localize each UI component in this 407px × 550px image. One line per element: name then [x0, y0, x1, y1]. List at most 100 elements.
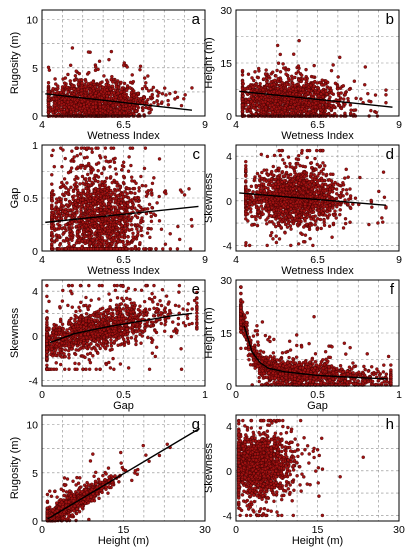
- data-point: [369, 108, 373, 113]
- data-point: [139, 218, 143, 223]
- data-point: [282, 66, 286, 70]
- data-point: [283, 106, 287, 110]
- data-point: [55, 238, 59, 242]
- data-point: [80, 198, 85, 202]
- data-point: [113, 102, 118, 107]
- data-point: [297, 38, 301, 43]
- data-point: [56, 214, 61, 218]
- data-point: [284, 72, 288, 76]
- data-point: [156, 102, 160, 107]
- data-point: [61, 239, 66, 243]
- data-point: [131, 235, 135, 239]
- data-point: [377, 189, 381, 194]
- data-point: [175, 247, 180, 251]
- data-point: [138, 68, 142, 72]
- data-point: [139, 205, 143, 210]
- data-point: [142, 166, 147, 171]
- data-point: [348, 103, 353, 107]
- data-point: [87, 209, 92, 213]
- data-point: [112, 239, 117, 243]
- data-point: [74, 77, 78, 82]
- data-point: [50, 245, 54, 250]
- x-tick-label: 4: [39, 254, 45, 266]
- data-point: [63, 156, 67, 161]
- data-point: [190, 224, 194, 228]
- data-point: [252, 78, 256, 83]
- data-point: [119, 197, 123, 202]
- data-point: [294, 92, 299, 97]
- data-point: [85, 88, 89, 92]
- data-point: [110, 180, 114, 185]
- data-point: [121, 205, 126, 210]
- data-point: [115, 247, 119, 251]
- data-point: [157, 91, 161, 95]
- data-point: [120, 192, 125, 197]
- data-point: [257, 108, 261, 112]
- data-point: [86, 227, 90, 231]
- data-point: [363, 83, 367, 87]
- data-point: [75, 153, 79, 158]
- data-point: [89, 247, 93, 251]
- data-point: [291, 92, 295, 96]
- data-point: [115, 184, 119, 188]
- data-point: [261, 87, 265, 92]
- data-point: [279, 78, 283, 82]
- data-point: [331, 63, 335, 67]
- data-point: [90, 95, 95, 99]
- data-point: [311, 109, 315, 113]
- data-point: [54, 97, 59, 101]
- data-point: [87, 231, 91, 235]
- data-point: [374, 110, 379, 115]
- data-point: [330, 91, 334, 95]
- data-point: [70, 247, 74, 251]
- data-point: [80, 239, 85, 243]
- data-point: [52, 164, 57, 169]
- data-point: [124, 104, 128, 108]
- data-point: [65, 192, 70, 196]
- data-point: [100, 96, 104, 100]
- data-point: [56, 199, 61, 204]
- data-point: [50, 173, 54, 177]
- data-point: [106, 197, 111, 202]
- data-point: [266, 98, 271, 102]
- data-point: [50, 107, 55, 112]
- data-point: [123, 224, 127, 228]
- data-point: [132, 105, 137, 110]
- data-point: [55, 105, 59, 110]
- data-point: [100, 235, 104, 240]
- data-point: [76, 82, 81, 86]
- data-point: [122, 63, 126, 68]
- data-point: [130, 215, 134, 220]
- data-point: [53, 77, 57, 81]
- data-point: [319, 226, 323, 231]
- data-point: [88, 183, 93, 187]
- data-point: [354, 96, 358, 101]
- data-point: [300, 107, 304, 111]
- data-point: [102, 195, 107, 200]
- data-point: [109, 175, 113, 179]
- data-point: [110, 74, 114, 79]
- data-point: [96, 161, 101, 165]
- data-point: [276, 61, 281, 65]
- data-point: [46, 90, 51, 94]
- data-point: [70, 220, 74, 224]
- data-point: [50, 153, 54, 158]
- data-point: [71, 107, 75, 112]
- data-point: [175, 95, 180, 100]
- data-point: [325, 92, 329, 96]
- data-point: [159, 227, 164, 231]
- data-point: [248, 108, 253, 112]
- scatter-points: [240, 38, 388, 118]
- data-point: [247, 243, 252, 248]
- data-point: [70, 46, 75, 50]
- data-point: [283, 88, 287, 93]
- data-point: [124, 88, 129, 92]
- data-point: [329, 107, 333, 112]
- data-point: [91, 102, 95, 106]
- data-point: [69, 185, 73, 190]
- data-point: [58, 243, 62, 247]
- data-point: [60, 164, 64, 169]
- data-point: [155, 201, 159, 205]
- data-point: [79, 91, 84, 96]
